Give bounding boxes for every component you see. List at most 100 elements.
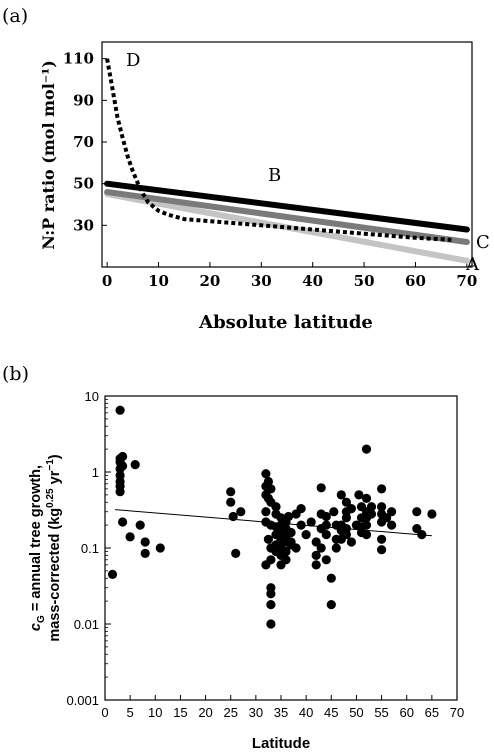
panel-a-series-line-a	[104, 191, 470, 264]
panel-b-data-point	[336, 490, 346, 500]
panel-b-data-point	[377, 502, 387, 512]
panel-a-axes-frame	[101, 41, 473, 268]
panel-a-x-tick-label: 70	[456, 272, 477, 290]
panel-a-x-tick-label: 20	[199, 272, 220, 290]
panel-b-y-axis-label: cG = annual tree growth, mass-corrected …	[28, 454, 63, 641]
panel-b-x-tick-label: 0	[101, 705, 108, 720]
panel-b-x-tick-label: 20	[198, 705, 212, 720]
panel-b-label: (b)	[2, 363, 29, 385]
panel-b-data-point	[387, 507, 397, 517]
panel-b-x-tick-label: 10	[148, 705, 162, 720]
panel-b-data-point	[107, 569, 118, 580]
panel-b-x-tick-label: 5	[127, 705, 134, 720]
panel-a-line-chart: (a) 0 10 20 30 40 50 60 70 30 50 70 90 110 Absolute …	[2, 5, 490, 333]
panel-b-x-tick-label: 35	[274, 705, 288, 720]
panel-b-data-point	[130, 460, 140, 470]
panel-b-data-point	[329, 507, 339, 517]
panel-b-data-point	[263, 476, 273, 487]
panel-b-data-point	[266, 619, 276, 629]
panel-a-y-tick-label: 90	[73, 91, 94, 109]
panel-b-data-point	[321, 520, 331, 530]
panel-b-data-point	[266, 589, 276, 599]
panel-b-data-point	[118, 461, 128, 471]
panel-b-data-point	[266, 484, 276, 494]
panel-a-y-tick-label: 30	[73, 216, 94, 234]
panel-a-series-labels: A B C D	[126, 50, 490, 275]
panel-b-data-point	[361, 444, 372, 454]
panel-a-y-tick-label: 110	[63, 50, 94, 68]
panel-b-data-point	[366, 509, 377, 519]
panel-b-y-tick-label: 10	[85, 389, 99, 404]
panel-a-series-label-d: D	[126, 50, 140, 71]
panel-b-plot-area: 0 5 10 15 20 25 30 35 40 45 50 55 60 65 70 0.001 0.01 0.1…	[66, 389, 464, 720]
panel-b-data-point	[266, 600, 276, 610]
panel-b-data-point	[135, 520, 145, 530]
panel-b-data-point	[361, 493, 372, 503]
panel-b-data-point	[321, 511, 331, 522]
panel-b-data-point	[321, 530, 331, 540]
panel-b-data-point	[331, 543, 341, 553]
panel-b-x-tick-label: 50	[349, 705, 363, 720]
panel-b-data-point	[283, 511, 294, 522]
panel-b-data-point	[341, 513, 351, 523]
panel-a-series-label-a: A	[465, 254, 480, 275]
panel-a-y-axis-label: N:P ratio (mol mol⁻¹)	[39, 60, 58, 250]
panel-a-x-tick-label: 0	[102, 272, 112, 290]
panel-a-series-line-d	[105, 58, 452, 242]
panel-b-data-point	[321, 555, 331, 565]
panel-b-data-point	[382, 513, 392, 523]
panel-b-data-point	[261, 507, 271, 517]
panel-b-data-point	[266, 555, 276, 565]
panel-b-x-tick-label: 70	[450, 705, 464, 720]
panel-b-x-tick-label: 30	[249, 705, 263, 720]
panel-a-x-tick-label: 50	[354, 272, 375, 290]
panel-b-data-point	[286, 527, 296, 538]
panel-b-data-point	[228, 511, 238, 522]
panel-b-data-point	[354, 490, 364, 500]
panel-b-data-point	[311, 560, 321, 570]
panel-b-data-point	[417, 530, 427, 540]
panel-b-data-point	[281, 555, 291, 565]
panel-b-data-point	[387, 520, 397, 530]
panel-b-data-point	[361, 530, 372, 540]
panel-b-y-tick-label: 0.001	[66, 693, 99, 708]
panel-b-data-point	[296, 520, 306, 530]
panel-b-data-point	[296, 504, 306, 514]
panel-b-y-label-line1: cG = annual tree growth,	[28, 465, 47, 631]
panel-a-y-tick-label: 70	[73, 133, 94, 151]
panel-a-x-tick-label: 10	[148, 272, 169, 290]
panel-a-label: (a)	[2, 5, 28, 27]
panel-b-data-point	[301, 530, 311, 540]
panel-b-data-point	[140, 548, 150, 559]
panel-b-x-tick-label: 40	[299, 705, 313, 720]
panel-b-data-point	[115, 487, 125, 497]
panel-b-data-point	[326, 600, 336, 610]
panel-b-x-tick-label: 55	[374, 705, 388, 720]
panel-b-data-point	[316, 483, 326, 493]
panel-b-data-point	[346, 537, 356, 547]
panel-a-series-line-c	[104, 189, 470, 245]
panel-b-data-point	[140, 537, 150, 547]
panel-a-x-tick-label: 60	[405, 272, 426, 290]
panel-b-data-point	[281, 546, 291, 557]
panel-b-axes-frame	[104, 395, 458, 701]
panel-a-x-axis-label: Absolute latitude	[198, 312, 373, 333]
panel-b-data-point	[261, 469, 271, 479]
panel-b-y-tick-label: 0.1	[81, 541, 99, 556]
panel-b-data-point	[306, 517, 316, 527]
panel-a-y-tick-label: 50	[73, 175, 94, 193]
panel-b-data-point	[326, 573, 336, 583]
panel-b-data-point	[311, 550, 321, 561]
panel-b-data-point	[361, 520, 372, 530]
panel-b-data-point	[366, 502, 377, 512]
panel-b-data-point	[118, 451, 128, 462]
panel-b-y-tick-label: 1	[92, 465, 99, 480]
panel-b-y-tick-label: 0.01	[74, 617, 99, 632]
panel-a-series-label-c: C	[476, 232, 490, 253]
panel-b-data-point	[231, 548, 241, 559]
panel-b-data-point	[377, 484, 387, 494]
panel-b-data-point	[427, 509, 437, 519]
panel-a-x-tick-label: 40	[302, 272, 323, 290]
panel-a-plot-area: 0 10 20 30 40 50 60 70 30 50 70 90 110	[63, 50, 478, 290]
